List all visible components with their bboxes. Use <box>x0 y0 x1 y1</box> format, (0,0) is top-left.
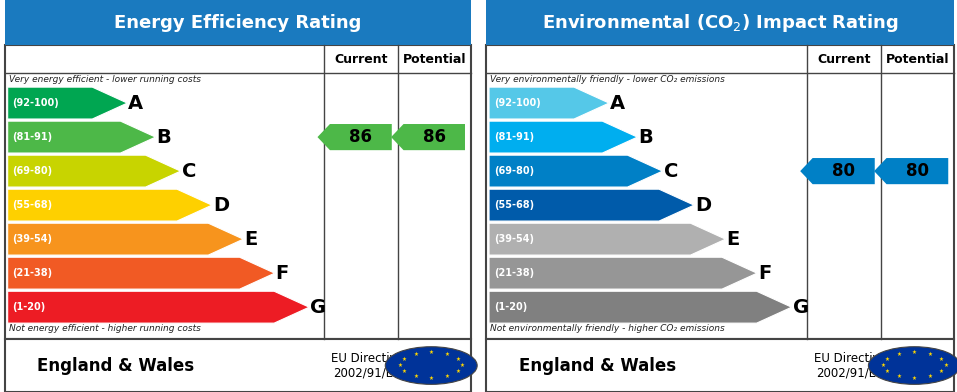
Text: (21-38): (21-38) <box>494 268 534 278</box>
Text: (39-54): (39-54) <box>494 234 534 244</box>
Circle shape <box>386 347 478 384</box>
Text: C: C <box>663 162 678 181</box>
Text: (21-38): (21-38) <box>12 268 53 278</box>
Text: ★: ★ <box>912 350 917 355</box>
Text: A: A <box>610 94 625 113</box>
Text: (69-80): (69-80) <box>12 166 53 176</box>
Text: ★: ★ <box>397 363 403 368</box>
Text: C: C <box>182 162 196 181</box>
Text: ★: ★ <box>939 357 944 362</box>
Text: ★: ★ <box>402 369 407 374</box>
Text: England & Wales: England & Wales <box>37 357 194 374</box>
Text: ★: ★ <box>444 352 449 357</box>
Text: ★: ★ <box>885 357 890 362</box>
Text: ★: ★ <box>897 352 901 357</box>
Text: (92-100): (92-100) <box>12 98 59 108</box>
Text: Potential: Potential <box>885 53 949 66</box>
Text: E: E <box>726 230 740 249</box>
Text: ★: ★ <box>885 369 890 374</box>
Text: 80: 80 <box>833 162 856 180</box>
Text: F: F <box>758 264 771 283</box>
Bar <box>486 0 954 45</box>
Polygon shape <box>800 158 875 184</box>
Text: (92-100): (92-100) <box>494 98 541 108</box>
Text: (1-20): (1-20) <box>494 302 527 312</box>
Polygon shape <box>8 155 181 187</box>
Polygon shape <box>8 121 156 153</box>
Polygon shape <box>489 257 757 289</box>
Text: EU Directive
2002/91/EC: EU Directive 2002/91/EC <box>331 352 404 379</box>
Text: ★: ★ <box>880 363 885 368</box>
Text: ★: ★ <box>402 357 407 362</box>
Text: E: E <box>244 230 257 249</box>
Polygon shape <box>8 87 127 119</box>
Text: D: D <box>695 196 711 215</box>
Circle shape <box>868 347 957 384</box>
Text: ★: ★ <box>444 374 449 379</box>
Bar <box>486 45 954 339</box>
Text: Very energy efficient - lower running costs: Very energy efficient - lower running co… <box>9 75 201 84</box>
Text: ★: ★ <box>413 352 418 357</box>
Text: G: G <box>310 298 326 317</box>
Text: (81-91): (81-91) <box>494 132 534 142</box>
Text: 80: 80 <box>906 162 929 180</box>
Text: ★: ★ <box>429 350 434 355</box>
Text: (55-68): (55-68) <box>12 200 53 210</box>
Polygon shape <box>8 257 275 289</box>
Text: ★: ★ <box>413 374 418 379</box>
Text: Not energy efficient - higher running costs: Not energy efficient - higher running co… <box>9 324 200 333</box>
Polygon shape <box>489 223 725 255</box>
Text: ★: ★ <box>939 369 944 374</box>
Polygon shape <box>8 291 309 323</box>
Polygon shape <box>489 189 694 221</box>
Text: ★: ★ <box>456 369 460 374</box>
Text: B: B <box>638 127 653 147</box>
Text: England & Wales: England & Wales <box>519 357 676 374</box>
Text: EU Directive
2002/91/EC: EU Directive 2002/91/EC <box>813 352 886 379</box>
Polygon shape <box>8 189 212 221</box>
Polygon shape <box>489 121 637 153</box>
Text: ★: ★ <box>429 376 434 381</box>
Polygon shape <box>489 291 791 323</box>
Text: (39-54): (39-54) <box>12 234 53 244</box>
Text: ★: ★ <box>944 363 948 368</box>
Text: 86: 86 <box>349 128 372 146</box>
Text: 86: 86 <box>423 128 446 146</box>
Text: D: D <box>213 196 229 215</box>
Text: ★: ★ <box>927 352 932 357</box>
Text: ★: ★ <box>460 363 465 368</box>
Text: (69-80): (69-80) <box>494 166 534 176</box>
Text: Potential: Potential <box>403 53 466 66</box>
Text: A: A <box>128 94 144 113</box>
Bar <box>5 0 471 45</box>
Text: Environmental (CO$_2$) Impact Rating: Environmental (CO$_2$) Impact Rating <box>542 11 899 34</box>
Text: F: F <box>276 264 289 283</box>
Text: (1-20): (1-20) <box>12 302 46 312</box>
Bar <box>5 45 471 339</box>
Polygon shape <box>318 124 391 150</box>
Text: (55-68): (55-68) <box>494 200 534 210</box>
Text: ★: ★ <box>912 376 917 381</box>
Text: Current: Current <box>817 53 871 66</box>
Polygon shape <box>391 124 465 150</box>
Text: Current: Current <box>334 53 388 66</box>
Bar <box>486 339 954 392</box>
Bar <box>5 339 471 392</box>
Text: ★: ★ <box>927 374 932 379</box>
Text: Very environmentally friendly - lower CO₂ emissions: Very environmentally friendly - lower CO… <box>490 75 724 84</box>
Text: (81-91): (81-91) <box>12 132 53 142</box>
Text: Not environmentally friendly - higher CO₂ emissions: Not environmentally friendly - higher CO… <box>490 324 724 333</box>
Polygon shape <box>489 87 609 119</box>
Text: ★: ★ <box>456 357 460 362</box>
Polygon shape <box>489 155 662 187</box>
Text: Energy Efficiency Rating: Energy Efficiency Rating <box>114 14 362 31</box>
Polygon shape <box>8 223 243 255</box>
Text: ★: ★ <box>897 374 901 379</box>
Text: B: B <box>157 127 171 147</box>
Polygon shape <box>874 158 948 184</box>
Text: G: G <box>792 298 809 317</box>
